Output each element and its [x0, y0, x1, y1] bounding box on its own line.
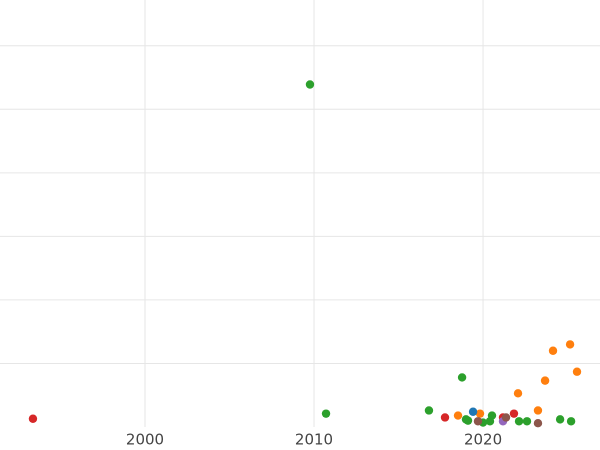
point	[509, 409, 519, 418]
point	[473, 417, 483, 426]
point	[501, 413, 511, 422]
point	[533, 418, 543, 428]
point	[475, 409, 485, 418]
point	[453, 411, 463, 420]
point	[513, 389, 523, 398]
point	[572, 367, 582, 376]
point	[533, 406, 543, 415]
point	[28, 414, 38, 423]
point	[522, 417, 532, 426]
point	[540, 376, 550, 385]
point	[457, 373, 467, 382]
x-tick-label: 2000	[126, 431, 164, 449]
point	[424, 406, 434, 415]
point	[463, 416, 473, 425]
x-tick-label: 2010	[295, 431, 333, 449]
point	[305, 80, 315, 89]
x-tick-label: 2020	[464, 431, 502, 449]
point	[565, 340, 575, 349]
point	[555, 415, 565, 424]
point	[440, 413, 450, 422]
point	[321, 409, 331, 418]
point	[566, 417, 576, 426]
point	[487, 411, 497, 420]
point	[468, 407, 478, 416]
point	[548, 346, 558, 355]
point	[514, 417, 524, 426]
